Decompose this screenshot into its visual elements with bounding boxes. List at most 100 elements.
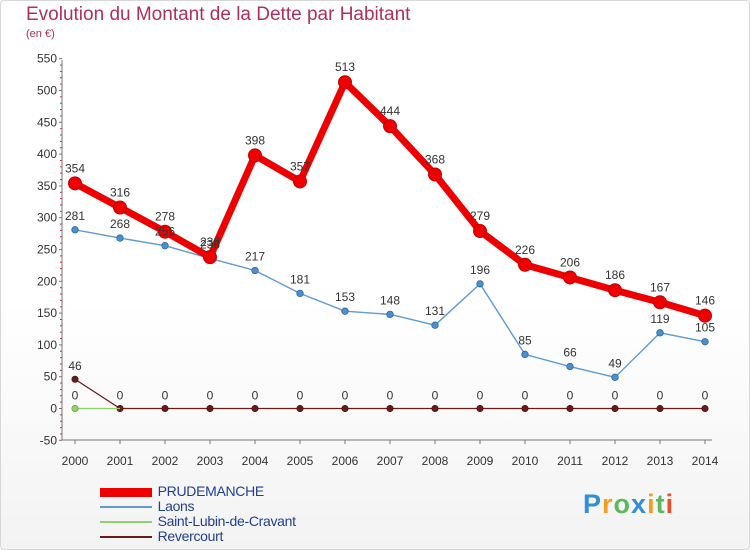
data-label-prudemanche: 238 [200,235,220,249]
data-point-revercourt [701,404,709,412]
data-point-revercourt [251,404,259,412]
legend-label-revercourt: Revercourt [157,528,224,544]
legend-item-saint-lubin-de-cravant[interactable]: Saint-Lubin-de-Cravant [100,514,296,529]
data-point-prudemanche [158,224,172,239]
data-point-laons [71,226,79,234]
data-label-prudemanche: 206 [560,255,580,269]
data-point-laons [521,350,529,359]
data-label-laons: 281 [65,209,85,223]
logo-letter: o [613,489,632,519]
data-point-revercourt [341,404,349,412]
logo-letter: i [647,489,656,519]
data-point-prudemanche [248,148,262,163]
data-label-laons: 268 [110,217,130,231]
x-tick-label: 2010 [512,454,539,468]
data-label-prudemanche: 398 [245,133,265,147]
x-tick-label: 2013 [647,454,674,468]
data-point-laons [566,362,574,371]
chart-title: Evolution du Montant de la Dette par Hab… [26,4,411,25]
data-point-revercourt [206,404,214,412]
y-tick-label: 500 [37,84,57,98]
data-point-prudemanche [68,176,82,191]
legend-swatch-prudemanche [100,487,152,497]
data-label-prudemanche: 444 [380,104,400,118]
x-tick-label: 2005 [287,454,314,468]
x-tick-label: 2008 [422,454,449,468]
data-point-prudemanche [338,75,352,90]
x-tick-label: 2003 [197,454,224,468]
y-tick-label: 400 [37,147,57,161]
data-label-laons: 85 [518,333,532,347]
legend-item-revercourt[interactable]: Revercourt [100,529,296,544]
data-label-saint-lubin-de-cravant: 0 [72,389,79,403]
x-tick-label: 2009 [467,454,494,468]
data-label-prudemanche: 368 [425,152,445,166]
data-point-laons [251,266,259,275]
data-label-revercourt: 0 [297,389,304,403]
data-point-laons [116,234,124,242]
data-label-laons: 119 [650,312,669,326]
data-label-revercourt: 0 [162,389,169,403]
data-point-laons [701,338,709,346]
data-point-prudemanche [113,200,127,215]
data-point-laons [611,373,619,381]
data-label-prudemanche: 279 [470,209,490,223]
legend-swatch-laons [100,506,152,509]
legend-item-prudemanche[interactable]: PRUDEMANCHE [100,484,296,499]
data-label-revercourt: 46 [68,359,82,373]
logo-letter: r [602,489,614,519]
data-label-prudemanche: 226 [515,243,535,257]
y-tick-label: 250 [37,243,57,257]
data-point-laons [431,321,439,329]
data-point-revercourt [611,404,619,412]
x-tick-label: 2002 [152,454,179,468]
data-label-prudemanche: 278 [155,210,175,224]
data-point-laons [296,289,304,298]
data-point-prudemanche [608,283,622,298]
data-label-revercourt: 0 [522,389,529,403]
data-label-revercourt: 0 [342,389,349,403]
data-label-laons: 49 [608,356,622,370]
y-tick-label: -50 [40,433,58,447]
data-point-prudemanche [518,257,532,272]
legend-swatch-saint-lubin-de-cravant [100,521,152,524]
data-point-revercourt [521,404,529,412]
legend-swatch-revercourt [100,536,152,539]
data-label-revercourt: 0 [477,389,484,403]
proxiti-logo: Proxiti [583,489,674,520]
data-point-revercourt [71,375,79,383]
data-label-prudemanche: 316 [110,186,130,200]
data-label-laons: 105 [695,321,715,335]
legend-item-laons[interactable]: Laons [100,499,296,514]
legend-label-saint-lubin-de-cravant: Saint-Lubin-de-Cravant [157,513,296,529]
data-label-prudemanche: 146 [695,294,715,308]
x-tick-label: 2001 [107,454,134,468]
y-tick-label: 150 [37,306,57,320]
legend-label-prudemanche: PRUDEMANCHE [157,483,265,499]
data-label-revercourt: 0 [612,389,619,403]
logo-letter: t [655,489,666,519]
data-point-revercourt [476,404,484,412]
y-tick-label: 0 [50,402,57,416]
x-tick-label: 2004 [242,454,269,468]
y-tick-label: 350 [37,179,57,193]
data-label-laons: 131 [425,304,445,318]
data-label-laons: 236 [200,237,220,251]
data-label-prudemanche: 357 [290,159,310,173]
data-point-prudemanche [293,174,307,189]
data-label-revercourt: 0 [567,389,574,403]
data-point-prudemanche [383,119,397,134]
y-tick-label: 100 [37,338,57,352]
data-label-prudemanche: 167 [650,280,670,294]
y-tick-label: 200 [37,274,57,288]
logo-letter: x [631,489,648,519]
data-label-laons: 66 [563,346,577,360]
data-point-prudemanche [473,224,487,239]
y-tick-label: 50 [44,370,58,384]
data-label-laons: 217 [245,249,265,263]
data-label-prudemanche: 513 [335,60,355,74]
data-point-laons [341,307,349,315]
data-point-prudemanche [563,270,577,285]
data-label-revercourt: 0 [387,389,394,403]
